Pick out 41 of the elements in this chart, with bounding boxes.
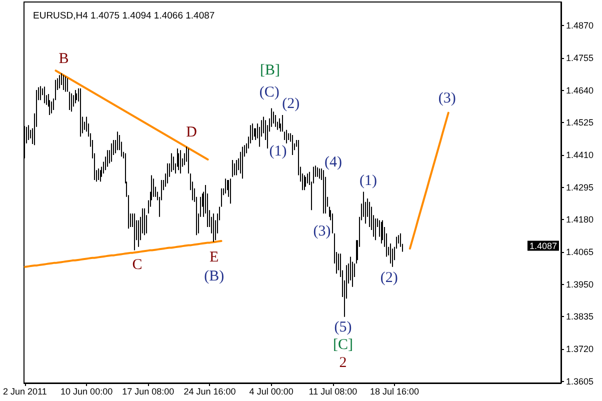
x-tick-label: 18 Jul 16:00: [370, 386, 420, 396]
annotation: (2): [282, 96, 300, 112]
text: EURUSD,H4 1.4075 1.4094 1.4066 1.4087: [33, 10, 215, 22]
annotation: 2: [339, 355, 347, 372]
y-tick-label: 1.4180: [566, 214, 594, 225]
annotation: (3): [438, 90, 456, 106]
annotation: (4): [324, 154, 342, 170]
y-tick-label: 1.4295: [566, 182, 594, 192]
x-tick-label: 17 Jun 08:00: [122, 386, 174, 396]
annotation: [C]: [332, 336, 353, 353]
y-tick-label: 1.4870: [566, 20, 594, 31]
annotation: (1): [269, 144, 287, 160]
annotation: E: [210, 250, 219, 266]
line-series: [54, 70, 209, 160]
annotation: (5): [334, 319, 352, 336]
annotation: B: [58, 51, 69, 68]
y-tick-label: 1.3720: [566, 344, 594, 354]
annotation: (3): [313, 224, 331, 240]
annotation: 1.4087: [529, 240, 557, 251]
x-tick-label: 10 Jun 00:00: [60, 386, 113, 396]
annotation: (2): [380, 270, 398, 286]
line-series: [408, 112, 450, 250]
y-tick-label: 1.4755: [566, 52, 594, 63]
y-tick-label: 1.3835: [566, 312, 594, 322]
annotation: [B]: [260, 62, 280, 79]
x-tick-label: 4 Jul 00:00: [249, 386, 294, 396]
x-tick-label: 2 Jun 2011: [3, 386, 47, 396]
annotation: (1): [359, 173, 377, 190]
x-tick-label: 24 Jun 16:00: [184, 386, 236, 396]
y-tick-label: 1.4065: [566, 246, 594, 257]
annotation: (B): [204, 268, 224, 285]
y-tick-label: 1.4525: [566, 118, 594, 128]
annotation: D: [186, 124, 198, 141]
y-tick-label: 1.3605: [566, 376, 594, 386]
y-tick-label: 1.4410: [566, 150, 594, 160]
annotation: C: [132, 256, 142, 273]
annotation: (C): [259, 84, 280, 101]
y-tick-label: 1.4640: [566, 85, 594, 96]
line-series: [24, 240, 222, 268]
y-tick-label: 1.3950: [566, 279, 594, 290]
x-tick-label: 11 Jul 08:00: [308, 386, 358, 396]
